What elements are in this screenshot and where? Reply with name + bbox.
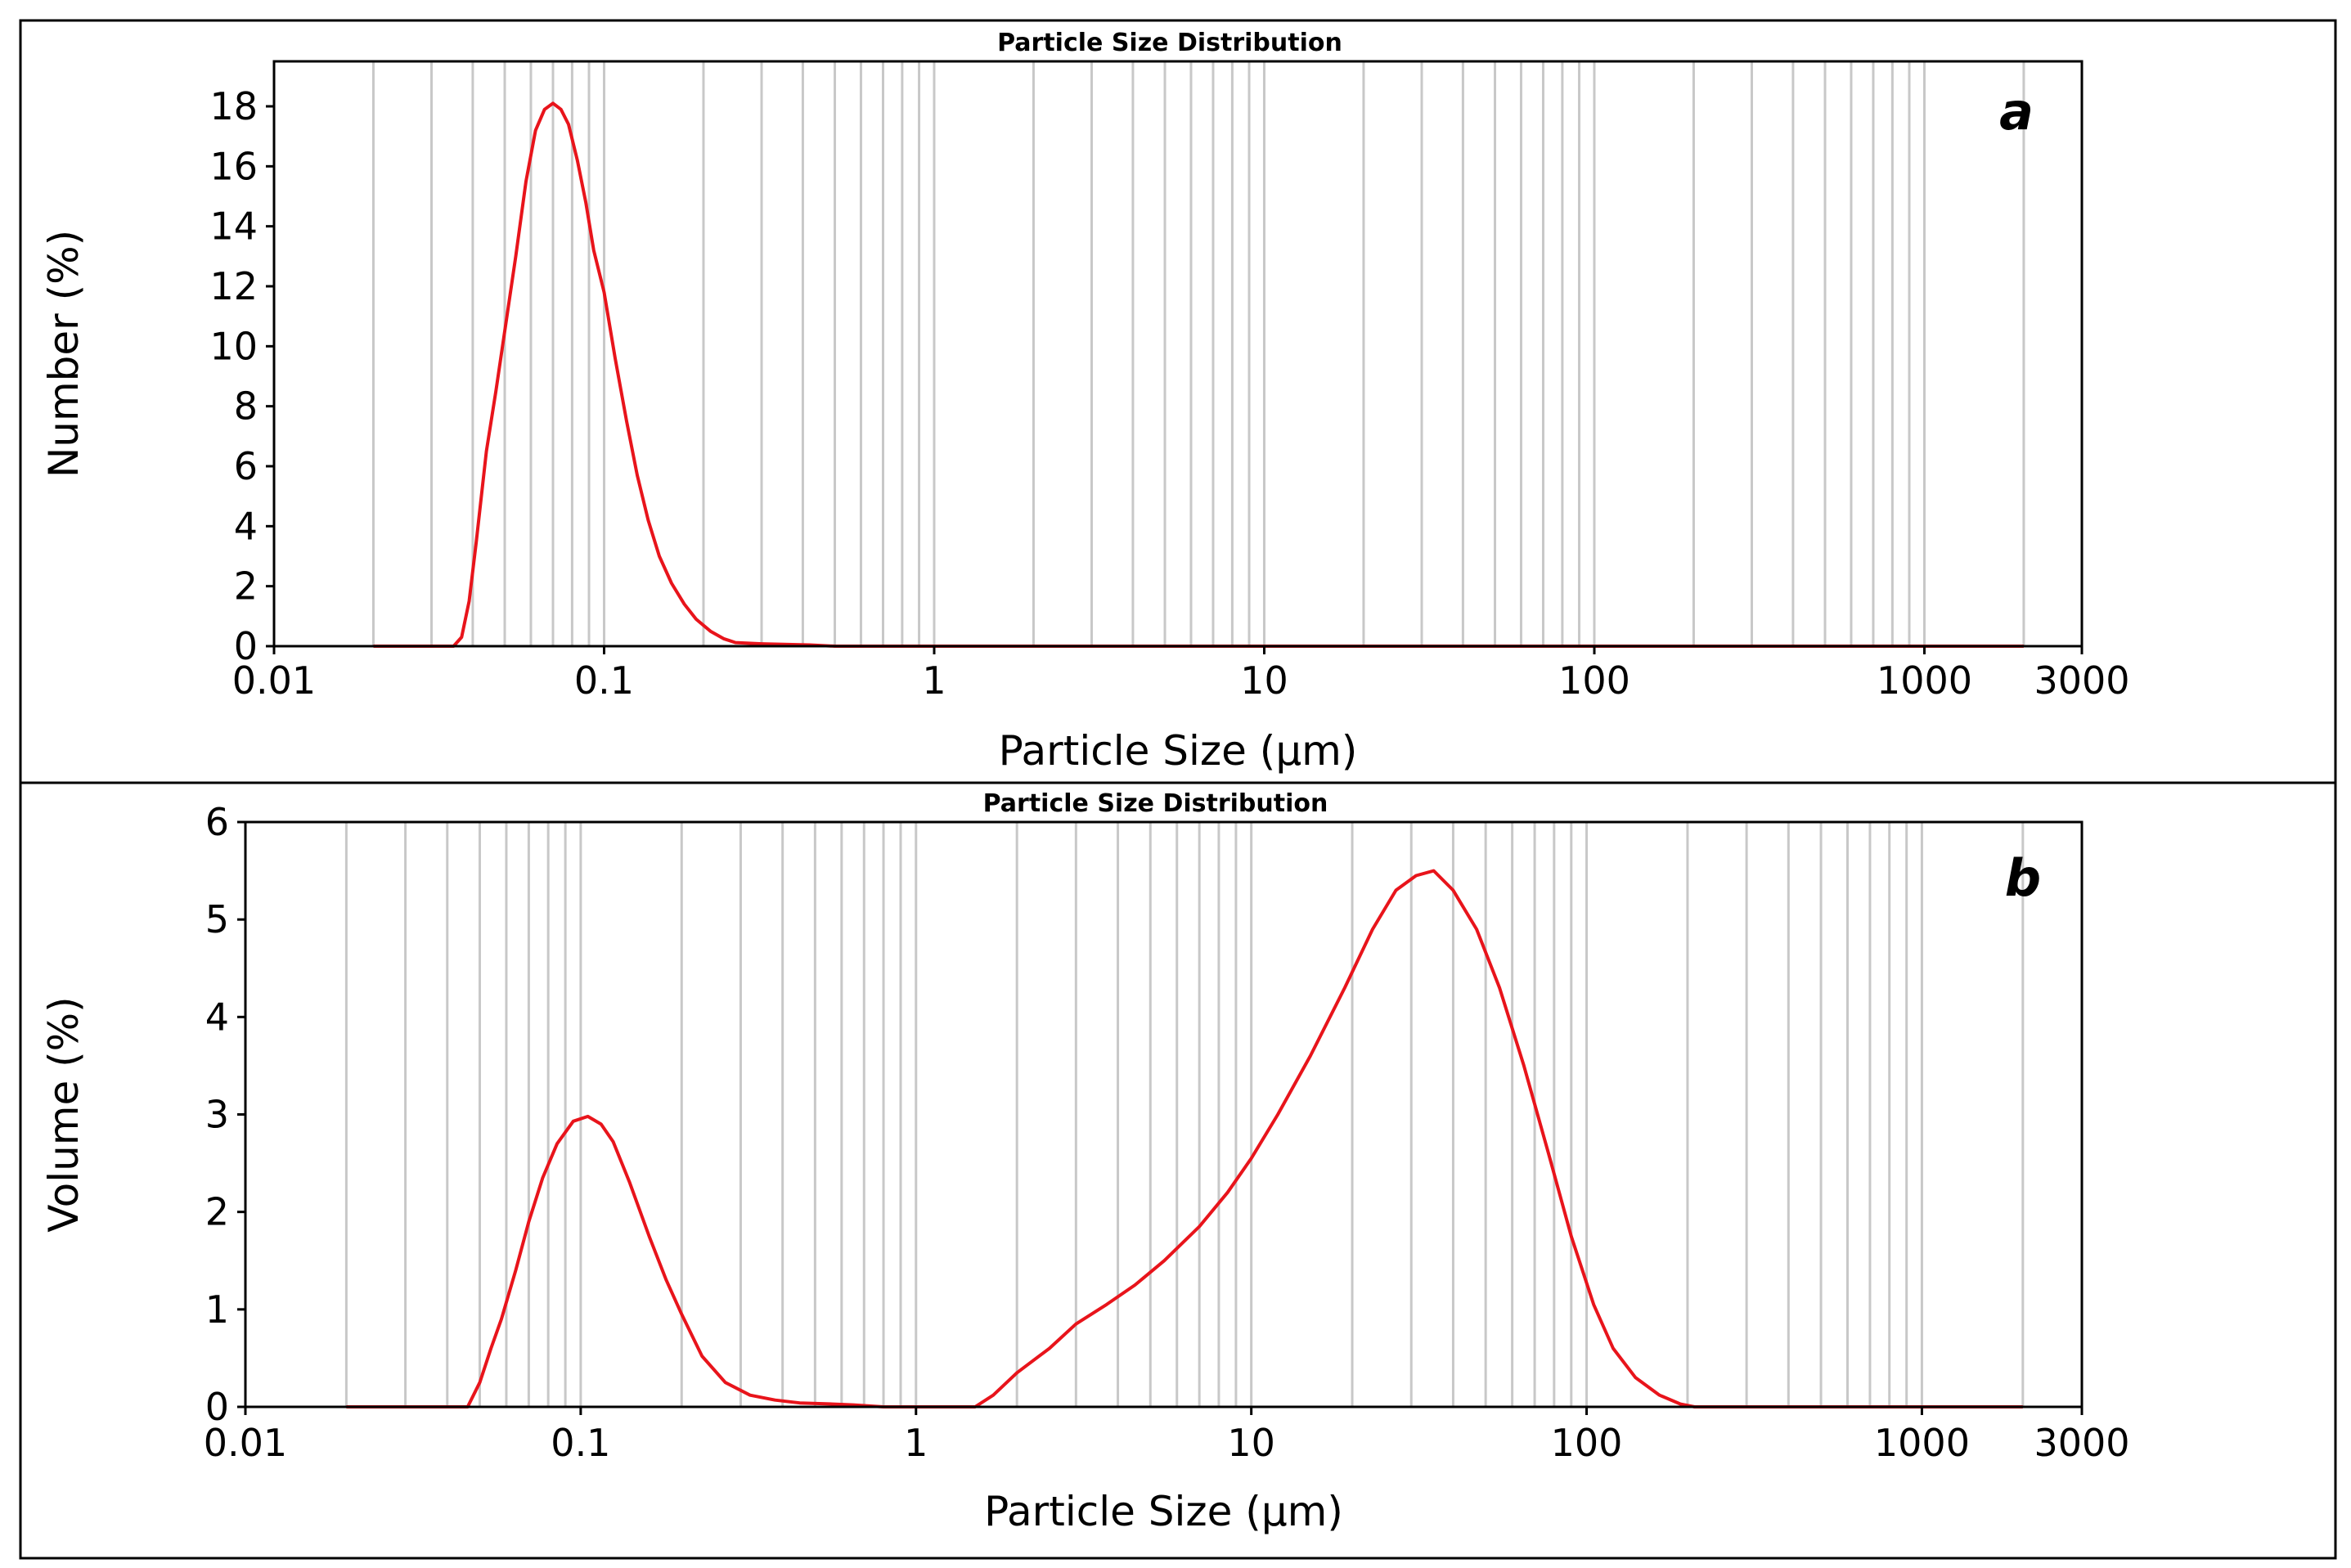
chart-panel-b: 0 1 2 3 4 5 6 0.01 0.1 1 10 100 1000 3000 Particle S… — [40, 789, 2130, 1535]
chart-panel-a: 0 2 4 6 8 10 12 14 16 18 0.01 0.1 1 10 100 1000 3000 Pa… — [40, 29, 2130, 775]
chart-b-x-axis-label: Particle Size (µm) — [984, 1488, 1343, 1535]
x-tick-label: 1 — [904, 1421, 928, 1465]
y-tick-label: 0 — [234, 624, 258, 668]
x-tick-label: 0.01 — [232, 658, 316, 703]
chart-a-y-axis-label: Number (%) — [40, 230, 88, 478]
y-tick-label: 5 — [205, 897, 229, 941]
chart-a-title: Particle Size Distribution — [997, 29, 1342, 57]
y-tick-label: 10 — [209, 324, 258, 368]
y-tick-label: 2 — [234, 564, 258, 609]
chart-b-plot-area — [244, 820, 2084, 1409]
y-tick-label: 18 — [209, 84, 258, 128]
x-tick-label: 10 — [1240, 658, 1288, 703]
y-tick-label: 12 — [209, 264, 258, 308]
chart-a-panel-label: a — [1999, 82, 2034, 142]
y-tick-label: 8 — [234, 384, 258, 429]
x-tick-label: 0.1 — [551, 1421, 610, 1465]
y-tick-label: 16 — [209, 144, 258, 188]
y-tick-label: 2 — [205, 1190, 229, 1234]
y-tick-label: 3 — [205, 1093, 229, 1137]
y-tick-label: 6 — [205, 800, 229, 844]
x-tick-label: 3000 — [2034, 658, 2129, 703]
y-tick-label: 1 — [205, 1287, 229, 1332]
chart-a-grid — [272, 61, 2025, 646]
chart-b-panel-label: b — [2005, 848, 2041, 908]
x-tick-label: 0.01 — [204, 1421, 287, 1465]
chart-b-x-ticks: 0.01 0.1 1 10 100 1000 3000 — [204, 1407, 2130, 1465]
chart-a-plot-area — [272, 60, 2084, 648]
y-tick-label: 6 — [234, 444, 258, 488]
y-tick-label: 4 — [234, 504, 258, 548]
frame-outer — [19, 19, 2337, 1560]
x-tick-label: 0.1 — [574, 658, 634, 703]
x-tick-label: 100 — [1558, 658, 1630, 703]
x-tick-label: 10 — [1227, 1421, 1275, 1465]
x-tick-label: 3000 — [2034, 1421, 2129, 1465]
chart-b-title: Particle Size Distribution — [983, 789, 1328, 818]
chart-a-curve-group — [373, 101, 2024, 648]
distribution-curve — [346, 869, 2023, 1409]
chart-a-x-ticks: 0.01 0.1 1 10 100 1000 3000 — [232, 646, 2130, 703]
chart-b-y-ticks: 0 1 2 3 4 5 6 — [205, 800, 245, 1429]
chart-b-grid — [244, 822, 2025, 1407]
chart-a-y-ticks: 0 2 4 6 8 10 12 14 16 18 — [209, 84, 274, 668]
x-tick-label: 1000 — [1877, 658, 1972, 703]
x-tick-label: 100 — [1551, 1421, 1623, 1465]
y-tick-label: 0 — [205, 1385, 229, 1429]
chart-b-curve-group — [346, 869, 2023, 1409]
chart-b-y-axis-label: Volume (%) — [40, 996, 88, 1232]
chart-a-x-axis-label: Particle Size (µm) — [999, 727, 1358, 775]
y-tick-label: 14 — [209, 204, 258, 249]
x-tick-label: 1 — [922, 658, 946, 703]
distribution-curve — [373, 101, 2024, 648]
y-tick-label: 4 — [205, 995, 229, 1039]
x-tick-label: 1000 — [1874, 1421, 1970, 1465]
